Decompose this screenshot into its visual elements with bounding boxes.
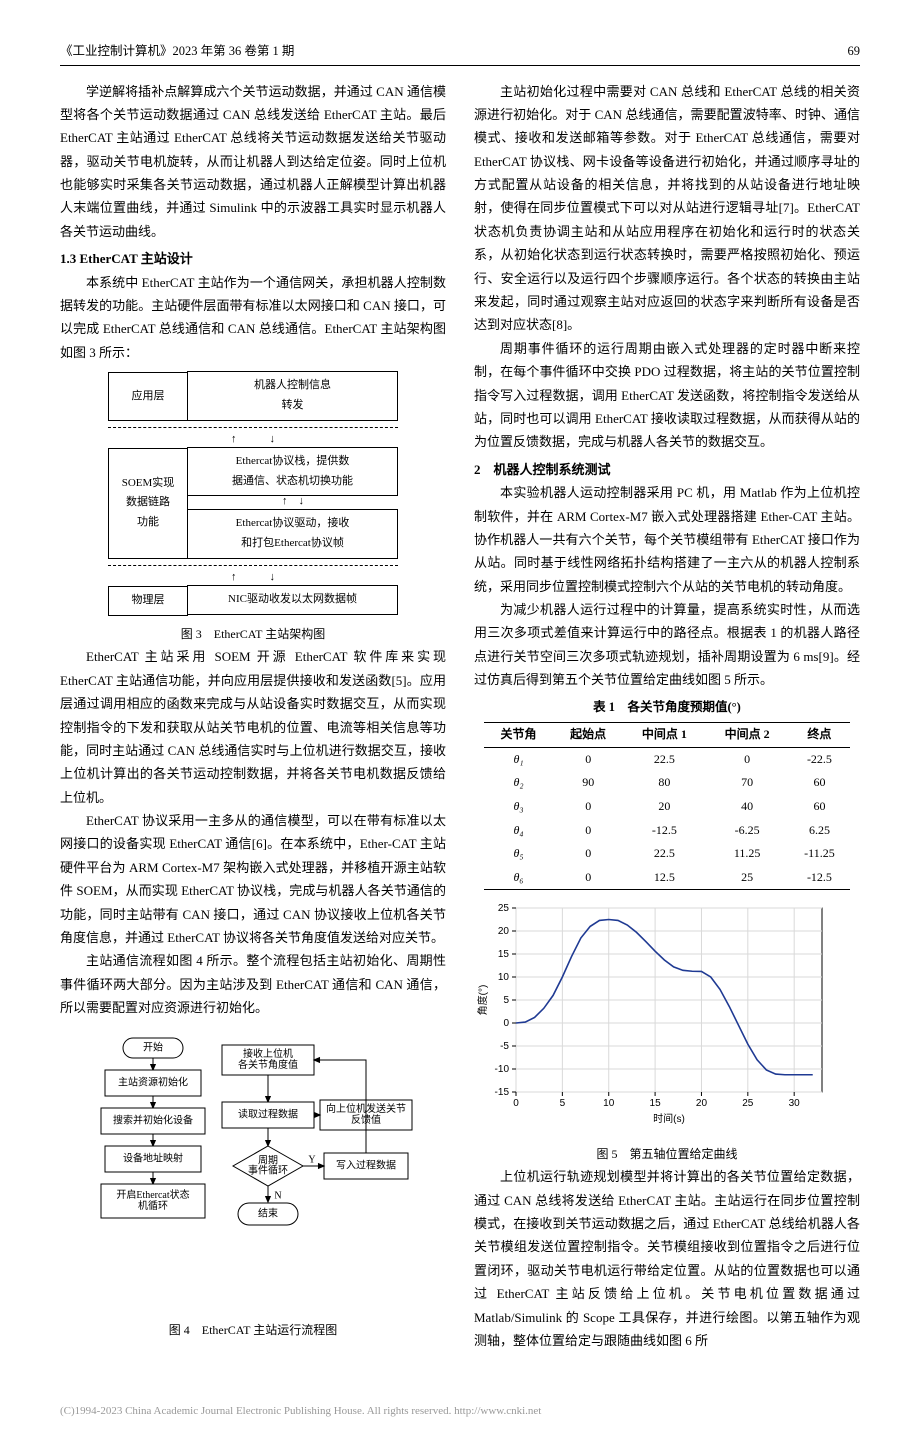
paragraph: 为减少机器人运行过程中的计算量，提高系统实时性，从而选用三次多项式差值来计算运行… <box>474 598 860 692</box>
table-1: 关节角起始点中间点 1中间点 2终点 θ₁022.50-22.5θ₂908070… <box>484 722 851 890</box>
figure-4-flowchart: 开始主站资源初始化搜索并初始化设备设备地址映射开启Ethercat状态机循环 接收… <box>88 1030 418 1310</box>
svg-text:主站资源初始化: 主站资源初始化 <box>118 1075 188 1088</box>
svg-text:开始: 开始 <box>143 1040 163 1053</box>
table1-caption: 表 1 各关节角度预期值(°) <box>474 696 860 719</box>
paragraph: 周期事件循环的运行周期由嵌入式处理器的定时器中断来控制，在每个事件循环中交换 P… <box>474 337 860 454</box>
svg-text:10: 10 <box>603 1098 615 1109</box>
journal-title: 《工业控制计算机》2023 年第 36 卷第 1 期 <box>60 40 294 63</box>
svg-text:-10: -10 <box>495 1064 510 1075</box>
paragraph: 本实验机器人运动控制器采用 PC 机，用 Matlab 作为上位机控制软件，并在… <box>474 481 860 598</box>
svg-text:20: 20 <box>498 926 510 937</box>
section-1-3: 1.3 EtherCAT 主站设计 <box>60 247 446 270</box>
paragraph: 学逆解将插补点解算成六个关节运动数据，并通过 CAN 通信模型将各个关节运动数据… <box>60 80 446 244</box>
svg-text:-5: -5 <box>500 1041 509 1052</box>
layer-phy: 物理层 <box>108 586 188 616</box>
svg-text:15: 15 <box>498 949 510 960</box>
svg-text:30: 30 <box>789 1098 801 1109</box>
left-column: 学逆解将插补点解算成六个关节运动数据，并通过 CAN 通信模型将各个关节运动数据… <box>60 80 446 1353</box>
page-footer: (C)1994-2023 China Academic Journal Elec… <box>60 1402 860 1422</box>
svg-text:15: 15 <box>650 1098 662 1109</box>
svg-text:Y: Y <box>308 1154 315 1165</box>
layer-soem: SOEM实现 数据链路 功能 <box>108 448 188 559</box>
paragraph: EtherCAT 主站采用 SOEM 开源 EtherCAT 软件库来实现 Et… <box>60 645 446 809</box>
svg-text:10: 10 <box>498 972 510 983</box>
figure-5-chart: 0 5 10 15 20 25 30 -15 -10 -5 0 5 10 15 20 25 时间(s) 角度(°) <box>474 898 860 1135</box>
svg-text:开启Ethercat状态: 开启Ethercat状态 <box>116 1188 189 1201</box>
svg-text:20: 20 <box>696 1098 708 1109</box>
svg-text:角度(°): 角度(°) <box>476 985 489 1016</box>
svg-text:-15: -15 <box>495 1087 510 1098</box>
fig3-caption: 图 3 EtherCAT 主站架构图 <box>60 624 446 646</box>
paragraph: 主站通信流程如图 4 所示。整个流程包括主站初始化、周期性事件循环两大部分。因为… <box>60 949 446 1019</box>
svg-text:写入过程数据: 写入过程数据 <box>336 1158 396 1171</box>
paragraph: EtherCAT 协议采用一主多从的通信模型，可以在带有标准以太网接口的设备实现… <box>60 809 446 949</box>
svg-text:接收上位机: 接收上位机 <box>243 1047 293 1060</box>
box-nic: NIC驱动收发以太网数据帧 <box>187 585 398 615</box>
page-number: 69 <box>848 40 861 63</box>
box-app: 机器人控制信息 转发 <box>187 371 398 421</box>
svg-text:5: 5 <box>560 1098 566 1109</box>
svg-text:事件循环: 事件循环 <box>248 1163 288 1176</box>
svg-text:N: N <box>274 1190 281 1201</box>
right-column: 主站初始化过程中需要对 CAN 总线和 EtherCAT 总线的相关资源进行初始… <box>474 80 860 1353</box>
svg-text:搜索并初始化设备: 搜索并初始化设备 <box>113 1113 193 1126</box>
svg-text:各关节角度值: 各关节角度值 <box>238 1058 298 1071</box>
fig4-caption: 图 4 EtherCAT 主站运行流程图 <box>60 1320 446 1342</box>
paragraph: 本系统中 EtherCAT 主站作为一个通信网关，承担机器人控制数据转发的功能。… <box>60 271 446 365</box>
svg-text:0: 0 <box>503 1018 509 1029</box>
svg-text:时间(s): 时间(s) <box>653 1112 685 1125</box>
section-2: 2 机器人控制系统测试 <box>474 458 860 481</box>
svg-text:25: 25 <box>742 1098 754 1109</box>
box-drv: Ethercat协议驱动，接收 和打包Ethercat协议帧 <box>187 509 398 559</box>
figure-3-diagram: 应用层 机器人控制信息 转发 ↑ ↓ SOEM实现 数据链路 功能 Etherc… <box>108 372 398 616</box>
svg-text:设备地址映射: 设备地址映射 <box>123 1151 183 1164</box>
svg-text:机循环: 机循环 <box>138 1199 168 1212</box>
svg-text:5: 5 <box>503 995 509 1006</box>
svg-text:25: 25 <box>498 903 510 914</box>
paragraph: 主站初始化过程中需要对 CAN 总线和 EtherCAT 总线的相关资源进行初始… <box>474 80 860 337</box>
layer-app: 应用层 <box>108 372 188 421</box>
paragraph: 上位机运行轨迹规划模型并将计算出的各关节位置给定数据，通过 CAN 总线将发送给… <box>474 1165 860 1352</box>
box-proto: Ethercat协议栈，提供数 据通信、状态机切换功能 <box>187 447 398 497</box>
svg-text:读取过程数据: 读取过程数据 <box>238 1107 298 1120</box>
svg-text:结束: 结束 <box>258 1206 278 1219</box>
page-header: 《工业控制计算机》2023 年第 36 卷第 1 期 69 <box>60 40 860 66</box>
svg-text:0: 0 <box>513 1098 519 1109</box>
fig5-caption: 图 5 第五轴位置给定曲线 <box>474 1144 860 1166</box>
